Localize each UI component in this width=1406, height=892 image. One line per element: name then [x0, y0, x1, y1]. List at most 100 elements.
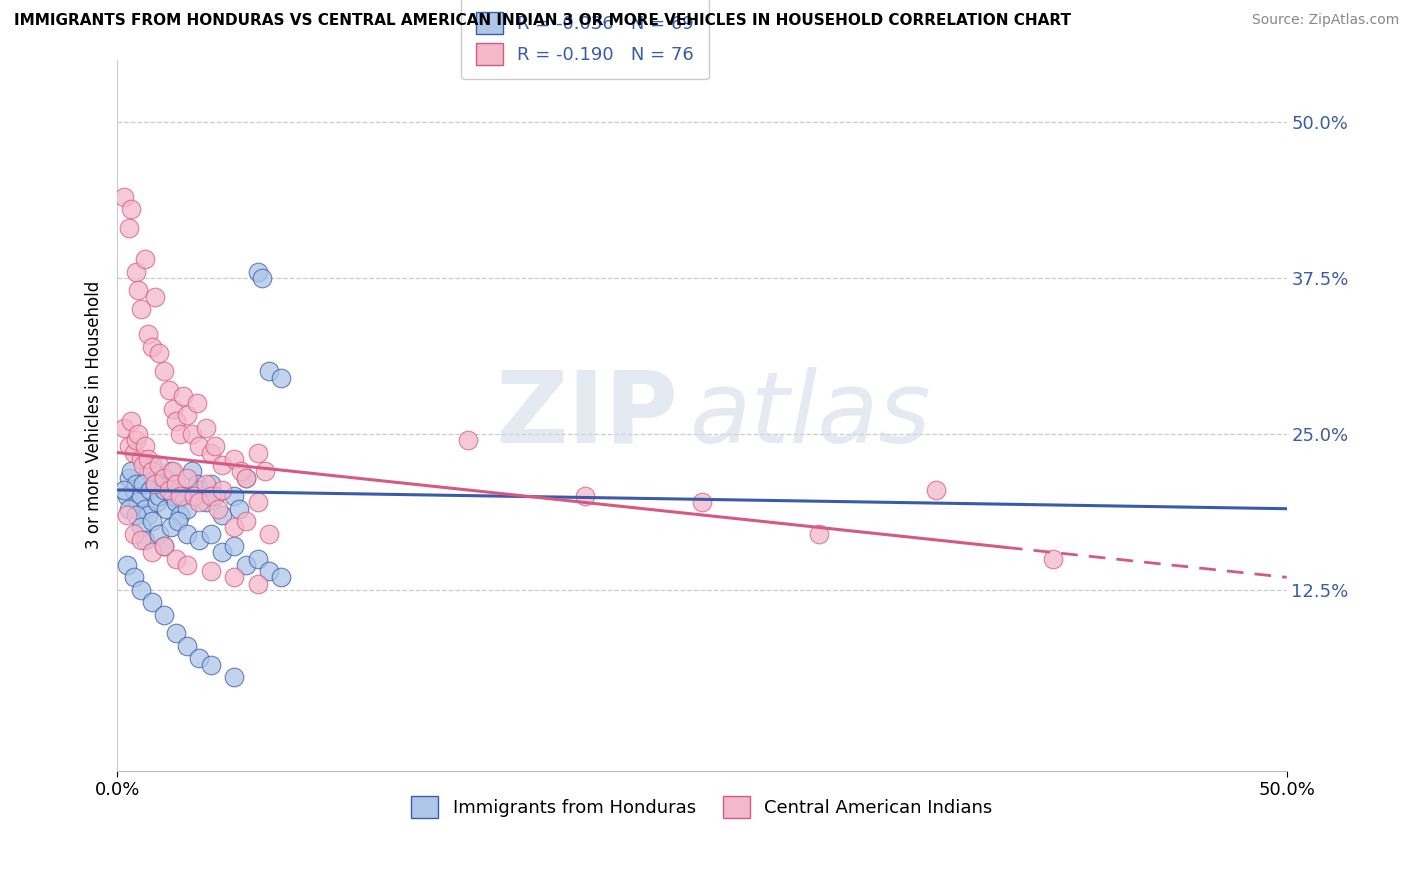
Point: [134, 252, 156, 267]
Point: [153, 539, 176, 553]
Point: [129, 451, 152, 466]
Point: [211, 545, 233, 559]
Point: [162, 464, 184, 478]
Point: [122, 570, 145, 584]
Point: [246, 576, 269, 591]
Point: [165, 626, 187, 640]
Point: [188, 439, 211, 453]
Point: [127, 495, 149, 509]
Point: [129, 489, 152, 503]
Point: [125, 433, 148, 447]
Point: [153, 607, 176, 622]
Point: [690, 495, 713, 509]
Point: [134, 533, 156, 547]
Point: [153, 364, 176, 378]
Point: [141, 514, 163, 528]
Point: [122, 445, 145, 459]
Point: [807, 526, 830, 541]
Point: [155, 501, 177, 516]
Point: [136, 508, 159, 522]
Point: [224, 570, 246, 584]
Point: [141, 458, 163, 472]
Point: [181, 426, 204, 441]
Point: [141, 339, 163, 353]
Point: [235, 470, 257, 484]
Point: [246, 445, 269, 459]
Point: [211, 458, 233, 472]
Point: [188, 483, 211, 497]
Point: [157, 383, 180, 397]
Point: [134, 439, 156, 453]
Point: [118, 221, 141, 235]
Point: [188, 651, 211, 665]
Point: [136, 451, 159, 466]
Point: [172, 389, 194, 403]
Point: [143, 476, 166, 491]
Point: [188, 533, 211, 547]
Point: [257, 564, 280, 578]
Point: [176, 526, 198, 541]
Point: [118, 470, 141, 484]
Point: [160, 464, 183, 478]
Point: [112, 190, 135, 204]
Point: [253, 464, 276, 478]
Point: [141, 595, 163, 609]
Point: [122, 526, 145, 541]
Point: [195, 476, 218, 491]
Point: [125, 508, 148, 522]
Point: [112, 420, 135, 434]
Point: [188, 495, 211, 509]
Point: [224, 670, 246, 684]
Point: [257, 364, 280, 378]
Point: [457, 433, 479, 447]
Y-axis label: 3 or more Vehicles in Household: 3 or more Vehicles in Household: [86, 281, 103, 549]
Point: [112, 483, 135, 497]
Point: [162, 401, 184, 416]
Point: [246, 495, 269, 509]
Point: [127, 426, 149, 441]
Point: [235, 558, 257, 572]
Point: [246, 551, 269, 566]
Point: [186, 395, 208, 409]
Point: [125, 476, 148, 491]
Point: [200, 526, 222, 541]
Point: [169, 489, 191, 503]
Text: Source: ZipAtlas.com: Source: ZipAtlas.com: [1251, 13, 1399, 28]
Point: [224, 489, 246, 503]
Point: [169, 426, 191, 441]
Point: [129, 302, 152, 317]
Point: [228, 501, 250, 516]
Point: [153, 483, 176, 497]
Point: [120, 414, 142, 428]
Point: [153, 539, 176, 553]
Point: [172, 489, 194, 503]
Text: IMMIGRANTS FROM HONDURAS VS CENTRAL AMERICAN INDIAN 3 OR MORE VEHICLES IN HOUSEH: IMMIGRANTS FROM HONDURAS VS CENTRAL AMER…: [14, 13, 1071, 29]
Point: [129, 533, 152, 547]
Point: [224, 451, 246, 466]
Point: [246, 265, 269, 279]
Point: [148, 458, 170, 472]
Point: [204, 489, 226, 503]
Point: [176, 558, 198, 572]
Point: [122, 483, 145, 497]
Point: [186, 476, 208, 491]
Point: [115, 489, 138, 503]
Point: [224, 520, 246, 534]
Point: [231, 464, 253, 478]
Point: [176, 501, 198, 516]
Point: [141, 464, 163, 478]
Point: [139, 483, 162, 497]
Point: [211, 483, 233, 497]
Point: [925, 483, 948, 497]
Point: [143, 290, 166, 304]
Point: [167, 514, 190, 528]
Point: [200, 476, 222, 491]
Point: [250, 271, 273, 285]
Point: [165, 476, 187, 491]
Point: [115, 558, 138, 572]
Point: [150, 470, 173, 484]
Point: [153, 470, 176, 484]
Point: [132, 476, 155, 491]
Point: [160, 520, 183, 534]
Point: [148, 345, 170, 359]
